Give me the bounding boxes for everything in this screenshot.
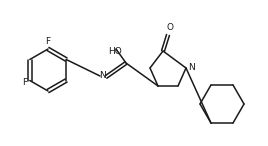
Text: O: O: [166, 23, 173, 32]
Text: N: N: [100, 72, 106, 80]
Text: F: F: [46, 37, 51, 46]
Text: F: F: [22, 78, 27, 87]
Text: HO: HO: [108, 47, 122, 56]
Text: N: N: [188, 64, 195, 73]
